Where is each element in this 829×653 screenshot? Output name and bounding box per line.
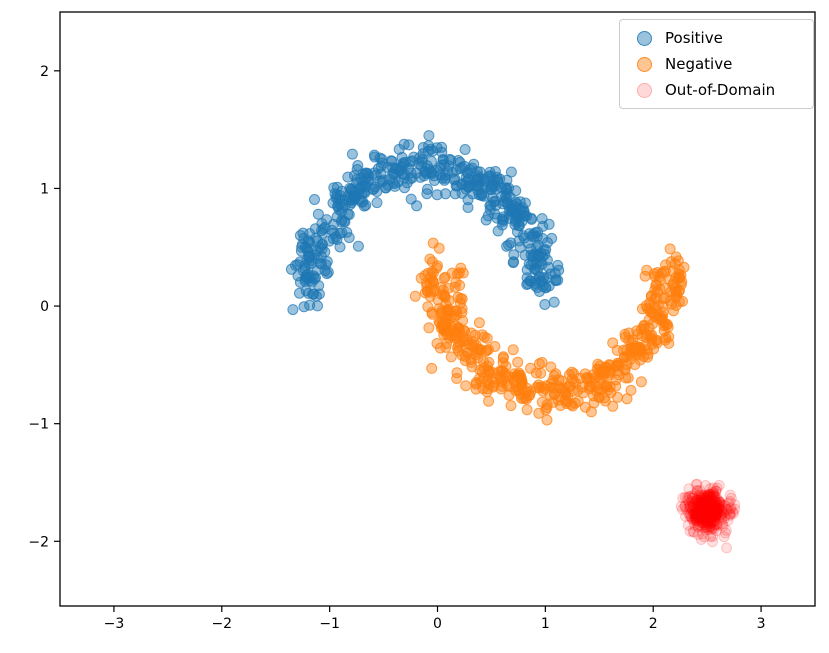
svg-text:1: 1: [541, 616, 550, 632]
negative-marker-icon: [637, 56, 652, 72]
legend-entry-out-of-domain: Out-of-Domain: [631, 81, 799, 99]
svg-text:−1: −1: [319, 616, 340, 632]
svg-text:2: 2: [649, 616, 658, 632]
positive-marker-icon: [637, 30, 652, 46]
svg-text:−3: −3: [104, 616, 125, 632]
svg-text:0: 0: [433, 616, 442, 632]
svg-text:−2: −2: [211, 616, 232, 632]
legend: Positive Negative Out-of-Domain: [619, 19, 814, 109]
legend-label-positive: Positive: [665, 29, 723, 47]
svg-text:3: 3: [757, 616, 766, 632]
svg-text:1: 1: [40, 181, 49, 197]
legend-label-out-of-domain: Out-of-Domain: [665, 81, 776, 99]
legend-label-negative: Negative: [665, 55, 733, 73]
svg-text:0: 0: [40, 299, 49, 315]
svg-text:−2: −2: [28, 534, 49, 550]
out-of-domain-marker-icon: [637, 82, 652, 98]
svg-text:2: 2: [40, 64, 49, 80]
legend-entry-positive: Positive: [631, 29, 799, 47]
legend-entry-negative: Negative: [631, 55, 799, 73]
svg-text:−1: −1: [28, 417, 49, 433]
